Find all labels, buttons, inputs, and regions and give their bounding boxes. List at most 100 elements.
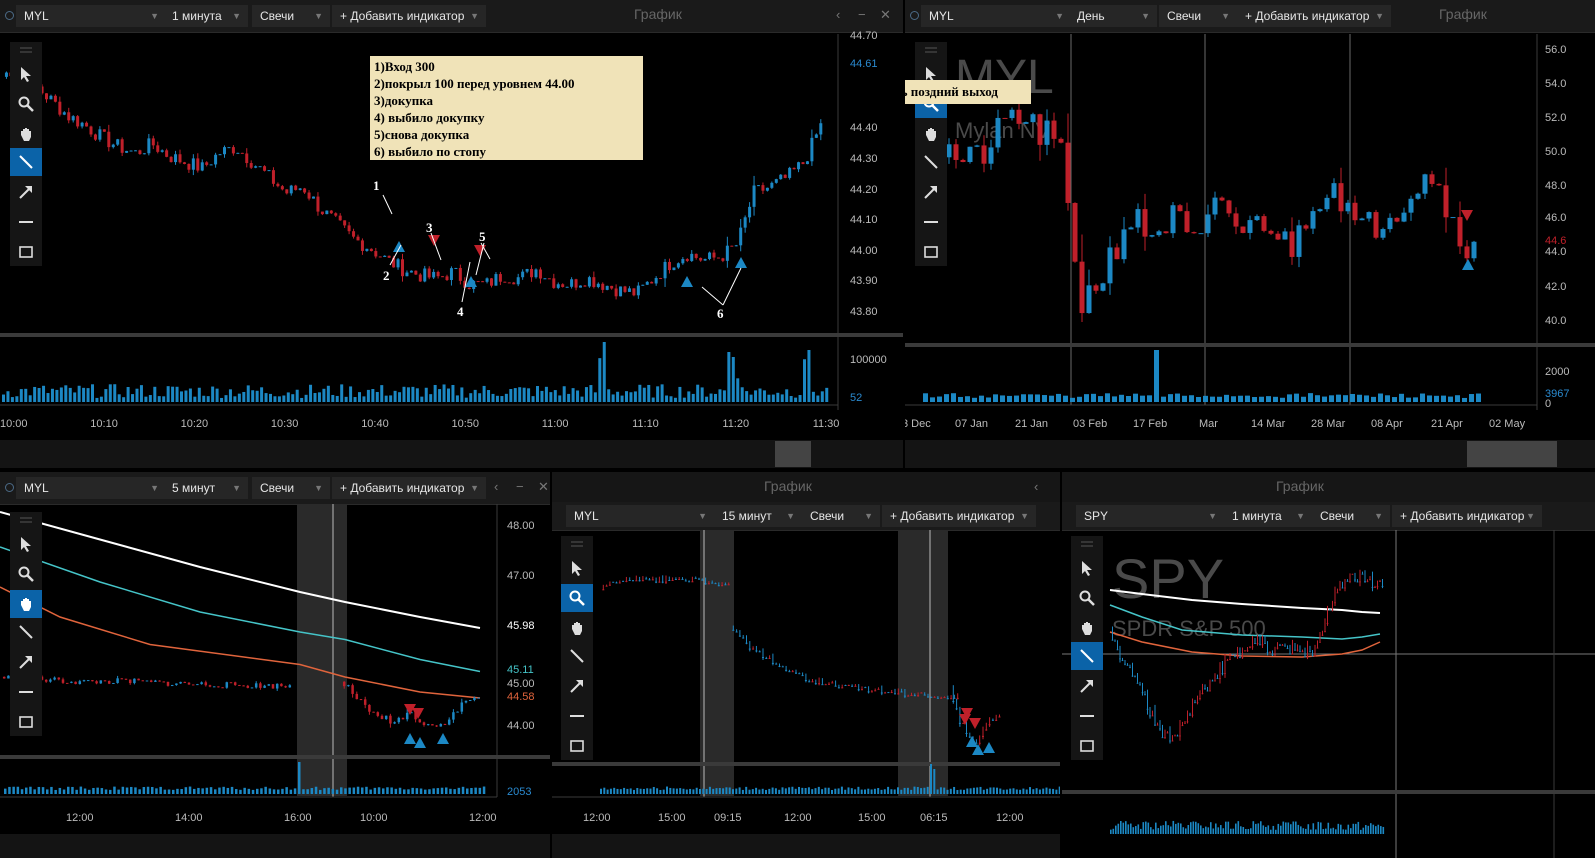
minimize-icon[interactable]: − bbox=[516, 479, 524, 494]
price-candle bbox=[565, 286, 569, 288]
line-tool-icon[interactable] bbox=[10, 148, 42, 176]
chart-canvas[interactable] bbox=[905, 0, 1595, 468]
price-candle bbox=[1394, 217, 1400, 222]
rectangle-tool-icon[interactable] bbox=[561, 732, 593, 760]
chart-type-select[interactable]: Свечи ▼ bbox=[252, 5, 330, 27]
arrow-tool-icon[interactable] bbox=[915, 178, 947, 206]
volume-bar bbox=[749, 394, 753, 402]
add-indicator-button[interactable]: + Добавить индикатор ▼ bbox=[1237, 5, 1391, 27]
pan-tool-icon[interactable] bbox=[10, 120, 42, 148]
interval-select[interactable]: 1 минута ▼ bbox=[164, 5, 248, 27]
cursor-tool-icon[interactable] bbox=[561, 554, 593, 582]
chart-type-select[interactable]: Свечи ▼ bbox=[1159, 5, 1237, 27]
price-candle bbox=[476, 281, 480, 283]
link-dot-icon[interactable] bbox=[5, 11, 14, 20]
chart-type-select[interactable]: Свечи ▼ bbox=[1312, 505, 1390, 527]
grip-icon[interactable] bbox=[1071, 536, 1103, 552]
volume-bar bbox=[814, 788, 817, 794]
cursor-tool-icon[interactable] bbox=[10, 530, 42, 558]
horizontal-line-tool-icon[interactable] bbox=[1071, 702, 1103, 730]
chart-canvas[interactable] bbox=[1062, 472, 1595, 858]
symbol-select[interactable]: SPY ▼ bbox=[1076, 505, 1224, 527]
volume-bar bbox=[428, 789, 431, 794]
minimize-icon[interactable]: − bbox=[858, 7, 866, 22]
volume-bar bbox=[117, 789, 120, 794]
volume-bar bbox=[1399, 393, 1404, 402]
rectangle-tool-icon[interactable] bbox=[915, 238, 947, 266]
horizontal-line-tool-icon[interactable] bbox=[10, 678, 42, 706]
interval-select[interactable]: День ▼ bbox=[1069, 5, 1157, 27]
symbol-select[interactable]: MYL ▼ bbox=[16, 477, 166, 499]
chart-canvas[interactable] bbox=[0, 0, 903, 468]
cursor-tool-icon[interactable] bbox=[10, 60, 42, 88]
rectangle-tool-icon[interactable] bbox=[10, 708, 42, 736]
price-candle bbox=[605, 585, 608, 587]
zoom-tool-icon[interactable] bbox=[10, 560, 42, 588]
volume-bar bbox=[1370, 823, 1372, 834]
arrow-tool-icon[interactable] bbox=[10, 178, 42, 206]
symbol-select[interactable]: MYL ▼ bbox=[921, 5, 1071, 27]
link-dot-icon[interactable] bbox=[910, 11, 919, 20]
price-candle bbox=[89, 126, 93, 135]
zoom-tool-icon[interactable] bbox=[561, 584, 593, 612]
chart-type-select[interactable]: Свечи ▼ bbox=[802, 505, 880, 527]
arrow-tool-icon[interactable] bbox=[10, 648, 42, 676]
add-indicator-button[interactable]: + Добавить индикатор ▼ bbox=[882, 505, 1036, 527]
line-tool-icon[interactable] bbox=[10, 618, 42, 646]
price-candle bbox=[618, 582, 621, 584]
price-candle bbox=[648, 579, 651, 581]
price-axis-label: 43.80 bbox=[850, 306, 878, 318]
cursor-tool-icon[interactable] bbox=[1071, 554, 1103, 582]
interval-select[interactable]: 5 минут ▼ bbox=[164, 477, 248, 499]
grip-icon[interactable] bbox=[915, 42, 947, 58]
chart-type-select[interactable]: Свечи ▼ bbox=[252, 477, 330, 499]
cursor-tool-icon[interactable] bbox=[915, 60, 947, 88]
chevron-left-icon[interactable]: ‹ bbox=[836, 7, 841, 22]
volume-bar bbox=[652, 786, 655, 794]
interval-select[interactable]: 1 минута ▼ bbox=[1224, 505, 1312, 527]
zoom-tool-icon[interactable] bbox=[1071, 584, 1103, 612]
horizontal-line-tool-icon[interactable] bbox=[915, 208, 947, 236]
arrow-tool-icon[interactable] bbox=[1071, 672, 1103, 700]
pan-tool-icon[interactable] bbox=[10, 590, 42, 618]
add-indicator-button[interactable]: + Добавить индикатор ▼ bbox=[1392, 505, 1542, 527]
close-icon[interactable]: ✕ bbox=[880, 7, 891, 22]
chart-canvas[interactable] bbox=[552, 472, 1060, 858]
interval-select[interactable]: 15 минут ▼ bbox=[714, 505, 802, 527]
add-indicator-button[interactable]: + Добавить индикатор ▼ bbox=[332, 477, 486, 499]
interval-label: 5 минут bbox=[172, 481, 216, 495]
grip-icon[interactable] bbox=[561, 536, 593, 552]
link-dot-icon[interactable] bbox=[5, 483, 14, 492]
pan-tool-icon[interactable] bbox=[561, 614, 593, 642]
pan-tool-icon[interactable] bbox=[1071, 614, 1103, 642]
chevron-left-icon[interactable]: ‹ bbox=[494, 479, 499, 494]
grip-icon[interactable] bbox=[10, 512, 42, 528]
horizontal-line-tool-icon[interactable] bbox=[10, 208, 42, 236]
symbol-select[interactable]: MYL ▼ bbox=[566, 505, 714, 527]
volume-scale-label: 100000 bbox=[850, 354, 887, 366]
chart-canvas[interactable] bbox=[0, 472, 550, 858]
volume-bar bbox=[453, 789, 456, 794]
volume-bar bbox=[636, 788, 639, 794]
price-candle bbox=[570, 279, 574, 287]
close-icon[interactable]: ✕ bbox=[538, 479, 549, 494]
symbol-select[interactable]: MYL ▼ bbox=[16, 5, 166, 27]
rectangle-tool-icon[interactable] bbox=[10, 238, 42, 266]
price-candle bbox=[396, 259, 400, 268]
chevron-left-icon[interactable]: ‹ bbox=[1034, 479, 1039, 494]
volume-bar bbox=[785, 389, 789, 402]
volume-bar bbox=[804, 788, 807, 794]
add-indicator-button[interactable]: + Добавить индикатор ▼ bbox=[332, 5, 486, 27]
line-tool-icon[interactable] bbox=[1071, 642, 1103, 670]
grip-icon[interactable] bbox=[10, 42, 42, 58]
zoom-tool-icon[interactable] bbox=[10, 90, 42, 118]
line-tool-icon[interactable] bbox=[915, 148, 947, 176]
arrow-tool-icon[interactable] bbox=[561, 672, 593, 700]
volume-bar bbox=[718, 389, 722, 402]
line-tool-icon[interactable] bbox=[561, 642, 593, 670]
horizontal-line-tool-icon[interactable] bbox=[561, 702, 593, 730]
pan-tool-icon[interactable] bbox=[915, 120, 947, 148]
rectangle-tool-icon[interactable] bbox=[1071, 732, 1103, 760]
volume-bar bbox=[1119, 394, 1124, 402]
volume-bar bbox=[718, 787, 721, 794]
